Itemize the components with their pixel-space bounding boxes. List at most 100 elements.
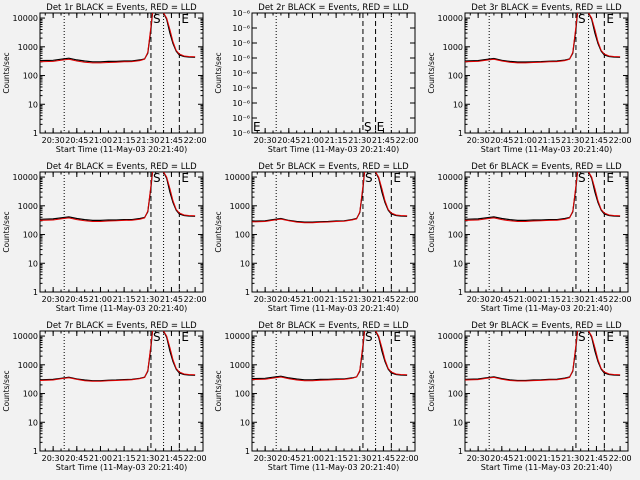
x-tick-label: 21:00: [514, 295, 537, 304]
lld-series-line: [465, 172, 621, 222]
x-tick-label: 20:30: [467, 136, 490, 145]
lld-series-line: [465, 13, 621, 64]
lld-series-line: [252, 172, 408, 224]
x-tick-label: 22:00: [609, 295, 632, 304]
x-tick-label: 21:00: [301, 136, 324, 145]
y-axis-label: Counts/sec: [2, 211, 11, 252]
x-tick-label: 22:00: [184, 136, 207, 145]
y-tick-label: 1000: [230, 361, 250, 370]
y-tick-label: 1: [33, 447, 38, 456]
marker-label: E: [253, 120, 261, 134]
y-axis-label: Counts/sec: [2, 370, 11, 411]
x-tick-label: 21:15: [325, 454, 348, 463]
marker-label: E: [181, 171, 189, 185]
x-tick-label: 21:45: [160, 454, 183, 463]
y-tick-label: 1: [245, 447, 250, 456]
x-tick-label: 20:45: [277, 295, 300, 304]
y-tick-label: 10⁻⁶: [232, 69, 250, 78]
x-tick-label: 21:45: [160, 295, 183, 304]
y-tick-label: 10: [28, 418, 38, 427]
x-tick-label: 21:45: [160, 136, 183, 145]
marker-label: S: [578, 171, 586, 185]
x-tick-label: 21:30: [136, 136, 159, 145]
plot-frame: [464, 171, 629, 293]
marker-label: S: [153, 330, 161, 344]
chart-title: Det 5r BLACK = Events, RED = LLD: [258, 162, 409, 172]
y-tick-label: 1000: [443, 202, 463, 211]
x-tick-label: 21:30: [136, 454, 159, 463]
y-tick-label: 10⁻⁶: [232, 129, 250, 138]
y-tick-label: 10000: [225, 332, 250, 341]
y-tick-label: 1: [33, 129, 38, 138]
y-axis-label: Counts/sec: [427, 211, 436, 252]
x-tick-label: 20:45: [65, 136, 88, 145]
chart-panel: Det 3r BLACK = Events, RED = LLD 20:30 20:…: [427, 3, 632, 154]
x-tick-label: 21:45: [585, 454, 608, 463]
y-tick-label: 10000: [13, 14, 38, 23]
y-tick-label: 100: [235, 390, 250, 399]
chart-panel: Det 9r BLACK = Events, RED = LLD 20:30 20:…: [427, 321, 632, 472]
x-tick-label: 21:15: [325, 136, 348, 145]
x-tick-label: 21:15: [538, 295, 561, 304]
lld-series-line: [465, 331, 621, 382]
x-tick-label: 21:30: [348, 295, 371, 304]
x-tick-label: 20:45: [65, 295, 88, 304]
y-tick-label: 100: [448, 72, 463, 81]
x-tick-label: 20:30: [254, 454, 277, 463]
marker-label: E: [606, 12, 614, 26]
y-axis-label: Counts/sec: [427, 52, 436, 93]
x-tick-label: 21:15: [113, 454, 136, 463]
plot-frame: [464, 12, 629, 134]
y-tick-label: 10: [28, 100, 38, 109]
y-axis-label: Counts/sec: [214, 52, 223, 93]
chart-title: Det 2r BLACK = Events, RED = LLD: [258, 3, 409, 13]
x-tick-label: 21:30: [561, 295, 584, 304]
x-tick-label: 21:30: [348, 136, 371, 145]
y-tick-label: 10: [453, 259, 463, 268]
y-tick-label: 10000: [438, 173, 463, 182]
y-axis-label: Counts/sec: [2, 52, 11, 93]
marker-label: E: [606, 330, 614, 344]
y-tick-label: 100: [23, 231, 38, 240]
x-tick-label: 21:15: [113, 136, 136, 145]
marker-label: E: [606, 171, 614, 185]
x-tick-label: 21:00: [301, 295, 324, 304]
y-tick-label: 10: [453, 418, 463, 427]
y-tick-label: 10000: [225, 173, 250, 182]
x-tick-label: 20:45: [277, 136, 300, 145]
lld-series-line: [40, 331, 196, 382]
plot-frame: [39, 330, 204, 452]
x-tick-label: 20:30: [42, 295, 65, 304]
x-tick-label: 22:00: [396, 454, 419, 463]
y-tick-label: 100: [23, 72, 38, 81]
x-tick-label: 21:30: [348, 454, 371, 463]
y-tick-label: 10⁻⁶: [232, 84, 250, 93]
x-tick-label: 21:15: [113, 295, 136, 304]
y-tick-label: 1000: [18, 361, 38, 370]
plot-frame: [39, 171, 204, 293]
x-tick-label: 21:45: [585, 136, 608, 145]
marker-label: E: [181, 330, 189, 344]
x-tick-label: 21:00: [89, 295, 112, 304]
y-tick-label: 1000: [443, 361, 463, 370]
marker-label: S: [365, 330, 373, 344]
chart-panel: Det 7r BLACK = Events, RED = LLD 20:30 20:…: [2, 321, 207, 472]
y-tick-label: 10000: [13, 332, 38, 341]
x-tick-label: 20:45: [490, 454, 513, 463]
x-axis-label: Start Time (11-May-03 20:21:40): [268, 145, 399, 154]
y-tick-label: 1: [245, 288, 250, 297]
x-axis-label: Start Time (11-May-03 20:21:40): [481, 304, 612, 313]
marker-label: E: [393, 171, 401, 185]
y-tick-label: 10000: [13, 173, 38, 182]
x-tick-label: 20:30: [467, 295, 490, 304]
y-tick-label: 100: [235, 231, 250, 240]
y-tick-label: 10⁻⁶: [232, 54, 250, 63]
y-tick-label: 10: [28, 259, 38, 268]
x-tick-label: 21:00: [514, 454, 537, 463]
x-tick-label: 21:30: [136, 295, 159, 304]
marker-label: S: [578, 12, 586, 26]
x-tick-label: 21:45: [372, 136, 395, 145]
chart-title: Det 4r BLACK = Events, RED = LLD: [46, 162, 197, 172]
y-tick-label: 1000: [230, 202, 250, 211]
x-tick-label: 20:30: [254, 136, 277, 145]
